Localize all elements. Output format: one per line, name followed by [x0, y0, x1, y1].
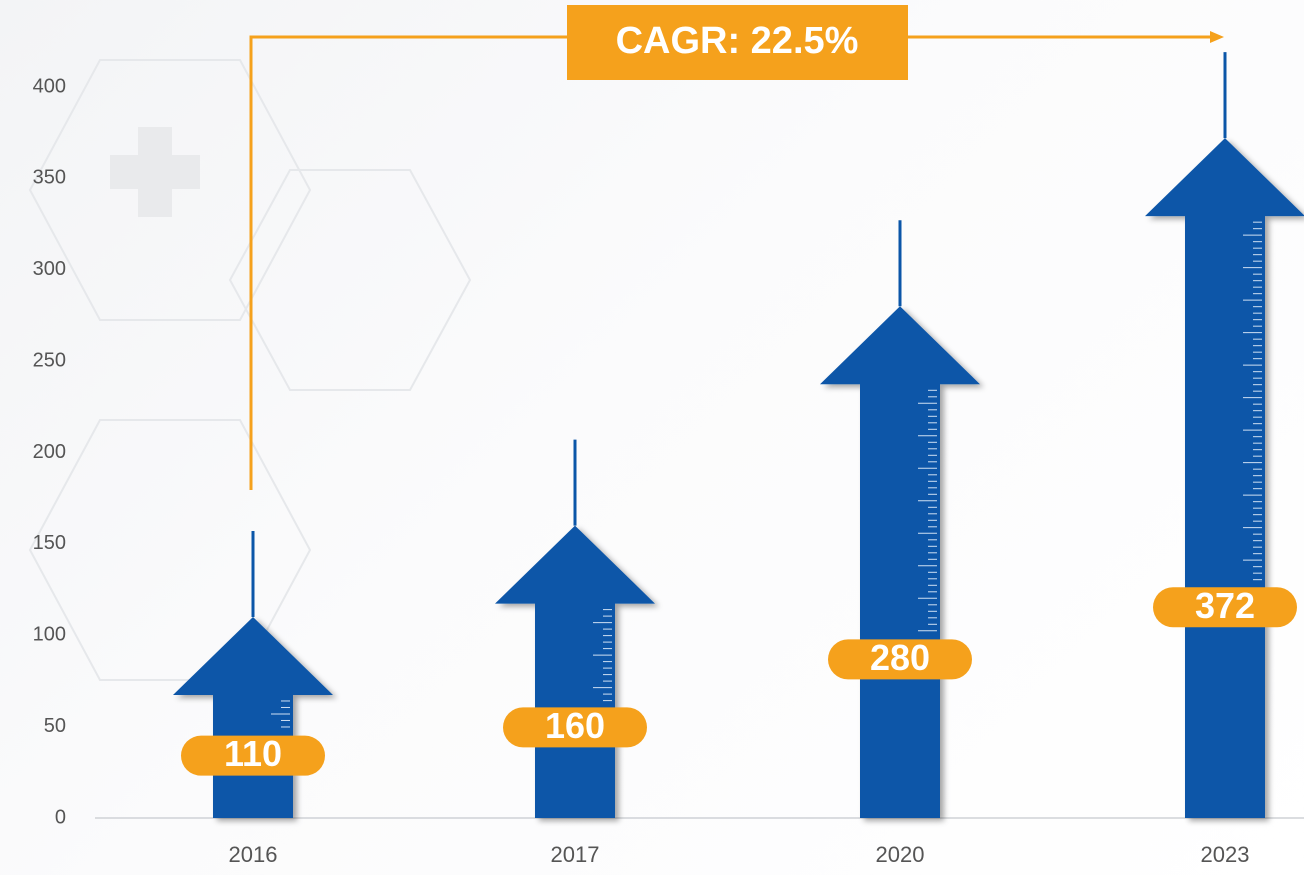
- value-label: 160: [545, 705, 605, 746]
- y-tick-label: 200: [33, 441, 66, 463]
- arrow-bar: [820, 306, 980, 818]
- x-tick-label: 2016: [229, 842, 278, 867]
- chart: CAGR: 22.5% 0 50 100 150 200 250 300 350 400 110 2…: [0, 0, 1304, 875]
- x-tick-label: 2023: [1201, 842, 1250, 867]
- y-tick-label: 250: [33, 349, 66, 371]
- page: CAGR: 22.5% 0 50 100 150 200 250 300 350 400 110 2…: [0, 0, 1304, 875]
- value-label: 280: [870, 637, 930, 678]
- arrow-bar: [173, 617, 333, 818]
- x-tick-label: 2017: [551, 842, 600, 867]
- y-tick-label: 300: [33, 258, 66, 280]
- arrow-bar: [495, 526, 655, 818]
- value-label: 110: [224, 733, 282, 774]
- x-tick-label: 2020: [876, 842, 925, 867]
- y-tick-label: 50: [44, 715, 66, 737]
- y-tick-label: 400: [33, 75, 66, 97]
- cagr-arrowhead: [1210, 31, 1224, 43]
- arrow-bar: [1145, 138, 1304, 818]
- cagr-label: CAGR: 22.5%: [616, 20, 859, 62]
- value-label: 372: [1195, 585, 1255, 626]
- cagr-line: [251, 37, 1212, 490]
- y-tick-label: 150: [33, 532, 66, 554]
- y-tick-label: 350: [33, 167, 66, 189]
- y-tick-label: 100: [33, 624, 66, 646]
- y-tick-label: 0: [55, 806, 66, 828]
